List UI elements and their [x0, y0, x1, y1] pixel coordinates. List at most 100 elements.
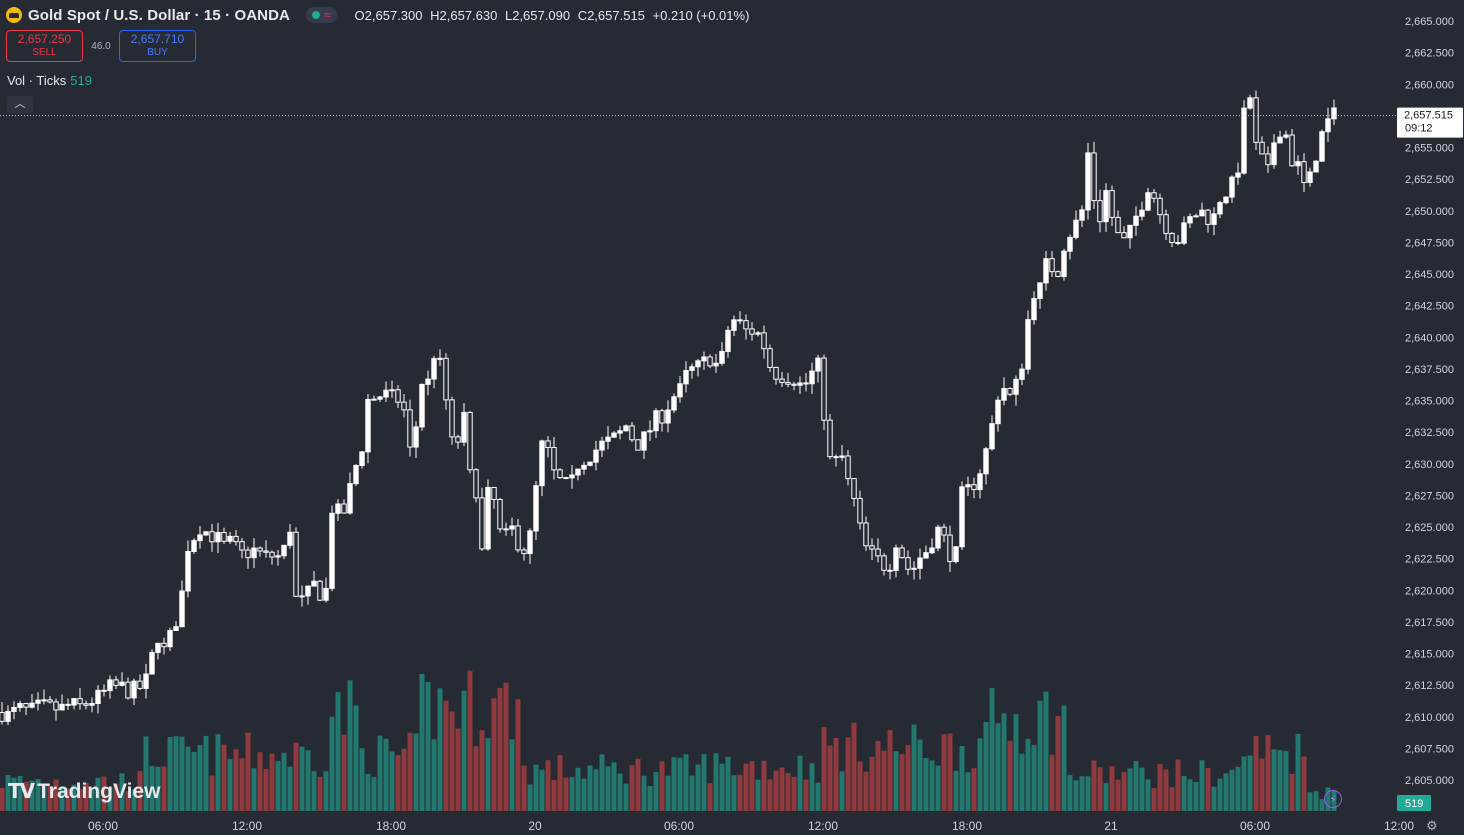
- volume-bar: [1307, 792, 1313, 811]
- volume-bar: [935, 765, 941, 811]
- candle-body: [131, 680, 137, 699]
- spread-value: 46.0: [91, 40, 111, 52]
- volume-bar: [269, 753, 275, 811]
- collapse-legend-button[interactable]: ︿: [7, 96, 33, 113]
- flash-icon[interactable]: ⚡: [1324, 790, 1342, 808]
- price-tick-label: 2,640.000: [1405, 332, 1454, 344]
- volume-bar: [647, 785, 653, 811]
- candle-body: [641, 431, 647, 451]
- time-tick-label: 18:00: [952, 819, 982, 833]
- market-open-dot-icon: [311, 11, 320, 19]
- candle-body: [167, 629, 173, 648]
- volume-bar: [17, 776, 23, 811]
- candle-body: [263, 550, 269, 553]
- candle-body: [347, 483, 353, 514]
- candle-body: [155, 642, 161, 653]
- candle-body: [1037, 282, 1043, 300]
- volume-bar: [1199, 760, 1205, 811]
- candle-body: [935, 526, 941, 549]
- volume-bar: [1169, 787, 1175, 811]
- candle-body: [629, 425, 635, 441]
- volume-bar: [29, 780, 35, 811]
- volume-bar: [1301, 756, 1307, 811]
- candle-body: [569, 474, 575, 479]
- volume-bar: [371, 776, 377, 811]
- volume-bar: [455, 728, 461, 811]
- candle-body: [839, 455, 845, 458]
- volume-bar: [1223, 773, 1229, 811]
- volume-bar: [491, 698, 497, 811]
- candle-body: [425, 378, 431, 385]
- candle-body: [725, 329, 731, 352]
- volume-bar: [689, 775, 695, 811]
- volume-bar: [467, 670, 473, 811]
- candle-body: [35, 699, 41, 704]
- volume-bar: [893, 751, 899, 811]
- price-axis[interactable]: 2,665.0002,662.5002,660.0002,657.5002,65…: [1405, 16, 1454, 787]
- volume-bar: [551, 779, 557, 811]
- market-status-pill[interactable]: ≈: [305, 7, 337, 23]
- candle-body: [581, 464, 587, 470]
- candle-body: [353, 464, 359, 485]
- volume-bar: [353, 705, 359, 811]
- volume-bar: [1049, 754, 1055, 811]
- gold-symbol-icon[interactable]: [6, 7, 22, 23]
- volume-indicator-legend[interactable]: Vol · Ticks 519: [7, 73, 92, 88]
- volume-bar: [1217, 778, 1223, 811]
- candle-body: [863, 522, 869, 547]
- volume-bar: [389, 751, 395, 811]
- volume-bar: [1133, 760, 1139, 811]
- volume-bar: [89, 787, 95, 811]
- volume-bar: [971, 768, 977, 811]
- symbol-title[interactable]: Gold Spot / U.S. Dollar · 15 · OANDA: [28, 6, 290, 24]
- volume-bar: [59, 786, 65, 811]
- volume-bar: [221, 744, 227, 811]
- candle-body: [23, 703, 29, 708]
- volume-bar: [251, 768, 257, 811]
- candle-body: [401, 401, 407, 411]
- candle-body: [761, 332, 767, 350]
- candle-body: [359, 451, 365, 466]
- candle-body: [83, 703, 89, 706]
- volume-bar: [779, 767, 785, 811]
- price-tick-label: 2,660.000: [1405, 79, 1454, 91]
- volume-bar: [197, 745, 203, 811]
- candle-body: [1289, 134, 1295, 167]
- volume-bar: [5, 774, 11, 811]
- volume-bar: [299, 746, 305, 811]
- candle-body: [749, 328, 755, 335]
- volume-last-label: 519: [1397, 795, 1431, 811]
- volume-bar: [557, 754, 563, 811]
- data-wave-icon: ≈: [323, 8, 331, 22]
- volume-bar: [131, 789, 137, 811]
- volume-bar: [35, 779, 41, 811]
- candle-body: [575, 468, 581, 476]
- volume-bar: [209, 775, 215, 811]
- candle-body: [1187, 216, 1193, 224]
- price-tick-label: 2,615.000: [1405, 649, 1454, 661]
- time-axis[interactable]: 06:00 12:00 18:00 20 06:00 12:00 18:00 21 06:00 1…: [88, 819, 1414, 833]
- candle-body: [503, 528, 509, 531]
- volume-bar: [497, 687, 503, 811]
- volume-bar: [809, 763, 815, 811]
- candle-body: [431, 358, 437, 380]
- candle-body: [617, 430, 623, 434]
- buy-button[interactable]: 2,657.710 BUY: [119, 30, 196, 62]
- candle-body: [305, 585, 311, 597]
- volume-bar: [149, 766, 155, 811]
- candle-body: [1163, 214, 1169, 234]
- price-tick-label: 2,632.500: [1405, 427, 1454, 439]
- candle-body: [95, 689, 101, 705]
- tradingview-logo[interactable]: 𝗧𝗩 TradingView: [8, 779, 160, 804]
- volume-bar: [1295, 733, 1301, 811]
- candle-body: [713, 362, 719, 367]
- sell-button[interactable]: 2,657.250 SELL: [6, 30, 83, 62]
- candle-body: [473, 469, 479, 499]
- candle-body: [827, 419, 833, 458]
- volume-bar: [203, 735, 209, 811]
- volume-bar: [743, 763, 749, 811]
- candle-body: [413, 426, 419, 448]
- settings-gear-icon[interactable]: ⚙: [1426, 818, 1438, 833]
- price-tick-label: 2,642.500: [1405, 301, 1454, 313]
